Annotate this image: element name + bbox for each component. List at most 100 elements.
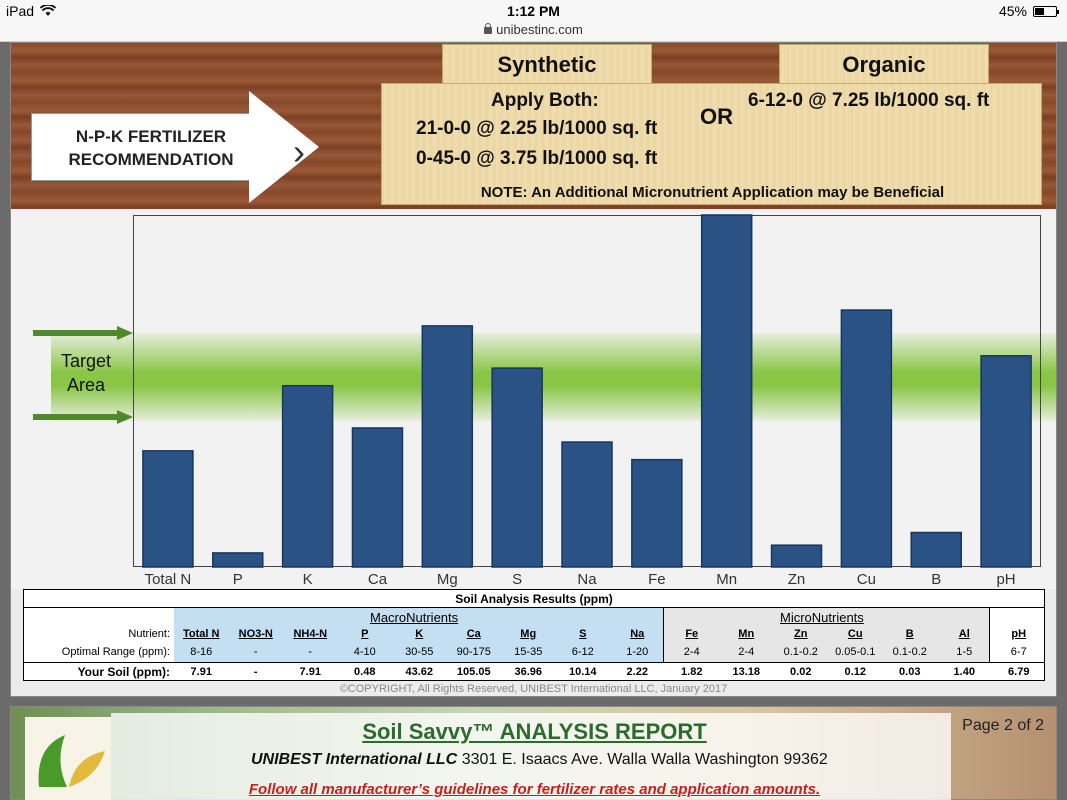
your-soil-cell: 0.03	[899, 666, 921, 678]
bar-zn	[770, 544, 823, 568]
your-soil-cell: 36.96	[514, 666, 543, 678]
nutrient-header: Al	[958, 628, 970, 640]
nutrient-header: pH	[1011, 628, 1027, 640]
arrow-right-icon	[33, 410, 133, 424]
optimal-range-cell: 15-35	[514, 646, 543, 658]
battery-icon	[1033, 5, 1059, 17]
soil-results-table: Soil Analysis Results (ppm) MacroNutrien…	[23, 589, 1045, 681]
your-soil-cell: 1.40	[953, 666, 975, 678]
bar-ph	[980, 355, 1032, 568]
synthetic-line-1: 21-0-0 @ 2.25 lb/1000 sq. ft	[416, 118, 658, 139]
macronutrients-label: MacroNutrients	[370, 610, 459, 625]
optimal-range-cell: -	[253, 646, 258, 658]
nutrient-header: Na	[630, 628, 645, 640]
your-soil-cell: 6.79	[1008, 666, 1030, 678]
micronutrient-note: NOTE: An Additional Micronutrient Applic…	[480, 184, 945, 201]
target-area-label: Target Area	[41, 349, 131, 397]
arrow-text: N-P-K FERTILIZER RECOMMENDATION	[41, 125, 261, 171]
fertilizer-warning: Follow all manufacturer’s guidelines for…	[248, 781, 821, 798]
address-text: 3301 E. Isaacs Ave. Walla Walla Washingt…	[461, 751, 828, 768]
optimal-range-cell: 4-10	[353, 646, 376, 658]
your-soil-cell: 7.91	[190, 666, 212, 678]
bar-fe	[631, 458, 683, 568]
row-label-yours: Your Soil (ppm):	[77, 665, 170, 679]
tick-label: Mn	[716, 571, 737, 588]
optimal-range-cell: 8-16	[190, 646, 213, 658]
micro-section	[663, 608, 990, 662]
status-bar: iPad 1:12 PM 45%	[0, 0, 1067, 22]
tab-organic: Organic	[779, 44, 989, 84]
tick-label: Cu	[857, 571, 876, 588]
your-soil-cell: 0.48	[354, 666, 376, 678]
nutrient-header: K	[415, 628, 424, 640]
bar-s	[491, 367, 543, 568]
optimal-range-cell: -	[308, 646, 313, 658]
row-label-optimal: Optimal Range (ppm):	[61, 646, 170, 658]
clock: 1:12 PM	[507, 3, 560, 19]
footer-panel	[111, 713, 951, 800]
your-soil-cell: 43.62	[405, 666, 434, 678]
report-page: N-P-K FERTILIZER RECOMMENDATION › Synthe…	[10, 42, 1057, 697]
bar-ca	[351, 427, 404, 568]
nutrient-header: Ca	[466, 628, 481, 640]
lock-icon	[484, 23, 493, 34]
optimal-range-cell: 0.05-0.1	[835, 646, 876, 658]
your-soil-cell: 1.82	[681, 666, 703, 678]
optimal-range-cell: 2-4	[683, 646, 700, 658]
tick-label: Ca	[368, 571, 388, 588]
tick-label: K	[303, 571, 313, 588]
nutrient-header: Total N	[183, 628, 220, 640]
unibest-logo	[25, 717, 111, 800]
arrow-head	[249, 91, 319, 203]
optimal-range-cell: 6-12	[571, 646, 594, 658]
tick-label: Na	[577, 571, 597, 588]
optimal-range-cell: 2-4	[738, 646, 755, 658]
table-title: Soil Analysis Results (ppm)	[24, 590, 1044, 608]
your-soil-cell: 105.05	[456, 666, 491, 678]
your-soil-cell: 10.14	[568, 666, 597, 678]
arrow-body	[31, 113, 251, 181]
your-soil-cell: 13.18	[732, 666, 761, 678]
company-name: UNIBEST International LLC	[251, 751, 458, 768]
micronutrients-label: MicroNutrients	[780, 610, 864, 625]
wood-header: N-P-K FERTILIZER RECOMMENDATION › Synthe…	[11, 43, 1056, 209]
arrow-line-2: RECOMMENDATION	[68, 150, 234, 169]
optimal-range-cell: 6-7	[1010, 646, 1027, 658]
nutrient-header: Fe	[685, 628, 699, 640]
bar-k	[281, 384, 334, 568]
copyright: ©COPYRIGHT, All Rights Reserved, UNIBEST…	[339, 683, 728, 695]
or-label: OR	[700, 104, 733, 129]
synthetic-line-2: 0-45-0 @ 3.75 lb/1000 sq. ft	[416, 148, 658, 169]
device-label: iPad	[6, 3, 35, 19]
tick-label: B	[931, 571, 941, 588]
battery-fill	[1035, 7, 1044, 15]
target-label-1: Target	[60, 351, 112, 371]
bar-mn	[700, 214, 753, 568]
optimal-range-cell: 30-55	[405, 646, 434, 658]
your-soil-cell: 7.91	[299, 666, 321, 678]
nutrient-header: NH4-N	[293, 628, 328, 640]
nutrient-header: Mn	[738, 628, 755, 640]
nutrient-header: P	[361, 628, 369, 640]
arrow-line-1: N-P-K FERTILIZER	[75, 127, 227, 146]
bar-mg	[421, 325, 474, 568]
battery-percent: 45%	[998, 3, 1027, 19]
tick-label: Total N	[145, 571, 192, 588]
company-address: UNIBEST International LLC 3301 E. Isaacs…	[251, 751, 828, 769]
your-soil-cell: 0.02	[790, 666, 812, 678]
tick-label: Zn	[788, 571, 806, 588]
tick-label: Mg	[437, 571, 458, 588]
wifi-icon	[40, 5, 57, 16]
nutrient-header: S	[579, 628, 587, 640]
your-soil-cell: 0.12	[844, 666, 866, 678]
url-bar[interactable]: unibestinc.com	[0, 22, 1067, 42]
optimal-range-cell: 90-175	[456, 646, 491, 658]
your-soil-cell: 2.22	[626, 666, 648, 678]
optimal-range-cell: 0.1-0.2	[783, 646, 818, 658]
url-text: unibestinc.com	[496, 22, 583, 37]
tab-synthetic: Synthetic	[442, 44, 652, 84]
recommendation-box: Apply Both: 21-0-0 @ 2.25 lb/1000 sq. ft…	[381, 83, 1042, 205]
